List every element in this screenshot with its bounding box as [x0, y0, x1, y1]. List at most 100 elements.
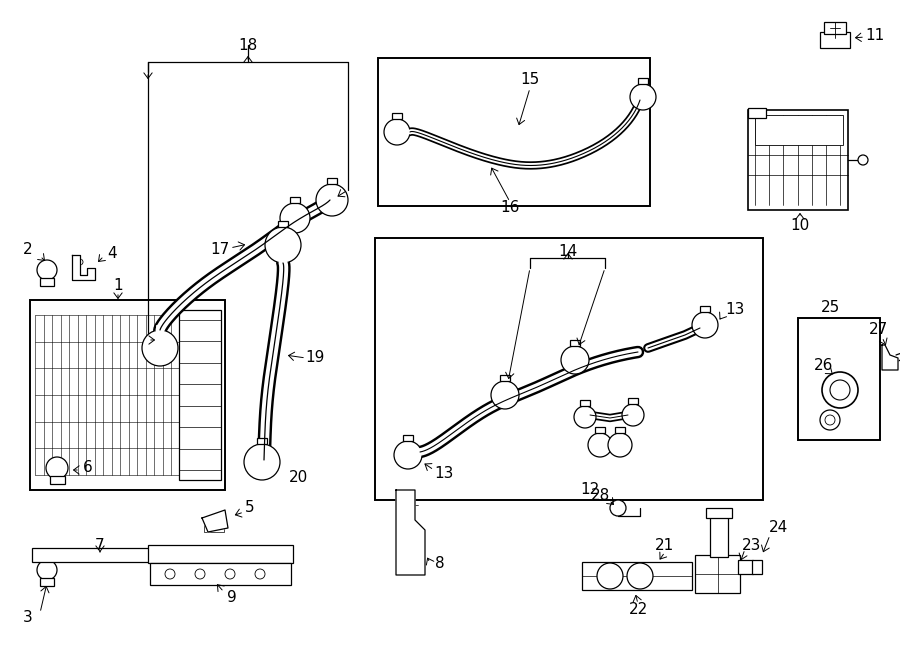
Text: 11: 11 [866, 28, 885, 42]
Text: 13: 13 [435, 465, 454, 481]
Bar [580, 400, 590, 406]
Text: 12: 12 [580, 483, 599, 498]
Circle shape [316, 184, 348, 216]
Circle shape [597, 563, 623, 589]
Bar [150, 563, 291, 585]
Bar [748, 108, 766, 118]
Text: 6: 6 [83, 461, 93, 475]
Circle shape [394, 441, 422, 469]
Bar [40, 278, 54, 286]
Text: 16: 16 [500, 200, 519, 215]
Bar [570, 340, 580, 346]
Bar [738, 560, 753, 574]
Text: 23: 23 [742, 537, 761, 553]
Text: 13: 13 [725, 303, 744, 317]
Text: 1: 1 [113, 278, 122, 293]
Text: 14: 14 [558, 245, 578, 260]
Circle shape [195, 569, 205, 579]
Bar [155, 324, 165, 330]
Circle shape [37, 260, 57, 280]
Bar [638, 78, 648, 84]
Bar [179, 310, 221, 480]
Circle shape [384, 119, 410, 145]
Bar [30, 300, 225, 490]
Circle shape [588, 433, 612, 457]
Circle shape [46, 457, 68, 479]
Circle shape [280, 203, 310, 233]
Bar [148, 545, 293, 563]
Bar [327, 178, 337, 184]
Circle shape [610, 500, 626, 516]
Polygon shape [72, 255, 95, 280]
Bar [595, 427, 605, 433]
Bar [820, 32, 850, 48]
Bar [824, 22, 846, 34]
Text: 5: 5 [245, 500, 255, 516]
Bar [695, 555, 740, 593]
Bar [798, 318, 880, 440]
Bar [403, 435, 413, 441]
Text: 26: 26 [814, 358, 833, 373]
Text: 24: 24 [769, 520, 788, 535]
Circle shape [255, 569, 265, 579]
Circle shape [820, 410, 840, 430]
Circle shape [825, 415, 835, 425]
Bar [40, 578, 54, 586]
Text: 8: 8 [436, 555, 445, 570]
Text: 25: 25 [821, 301, 840, 315]
Bar [378, 58, 650, 206]
Bar [755, 115, 843, 145]
Text: 7: 7 [95, 537, 104, 553]
Bar [615, 427, 625, 433]
Circle shape [491, 381, 519, 409]
Circle shape [622, 404, 644, 426]
Circle shape [77, 259, 83, 265]
Circle shape [165, 569, 175, 579]
Text: 3: 3 [23, 611, 33, 625]
Circle shape [561, 346, 589, 374]
Bar [204, 518, 224, 532]
Polygon shape [202, 510, 228, 532]
Text: 28: 28 [590, 488, 609, 502]
Bar [375, 238, 763, 500]
Bar [700, 306, 710, 312]
Circle shape [265, 227, 301, 263]
Circle shape [627, 563, 653, 589]
Circle shape [142, 330, 178, 366]
Circle shape [858, 155, 868, 165]
Bar [500, 375, 510, 381]
Circle shape [692, 312, 718, 338]
Circle shape [822, 372, 858, 408]
Bar [392, 113, 402, 119]
Text: 4: 4 [107, 245, 117, 260]
Bar [278, 221, 288, 227]
Polygon shape [882, 345, 898, 370]
Text: 9: 9 [227, 590, 237, 605]
Circle shape [244, 444, 280, 480]
Bar [628, 398, 638, 404]
Text: 20: 20 [288, 471, 308, 485]
Bar [582, 562, 692, 590]
Text: 17: 17 [211, 243, 230, 258]
Text: 27: 27 [868, 323, 887, 338]
Bar [290, 197, 300, 203]
Polygon shape [396, 490, 425, 575]
Circle shape [225, 569, 235, 579]
Text: 15: 15 [520, 73, 540, 87]
Bar [257, 438, 267, 444]
Text: 18: 18 [238, 38, 257, 52]
Text: 19: 19 [305, 350, 325, 366]
Text: 21: 21 [655, 537, 675, 553]
Bar [748, 110, 848, 210]
Circle shape [630, 84, 656, 110]
Bar [32, 548, 207, 562]
Bar [752, 560, 762, 574]
Text: 2: 2 [23, 243, 32, 258]
Circle shape [608, 433, 632, 457]
Bar [50, 476, 65, 484]
Circle shape [574, 406, 596, 428]
Circle shape [830, 380, 850, 400]
Text: 22: 22 [628, 602, 648, 617]
Circle shape [37, 560, 57, 580]
Text: 10: 10 [790, 217, 810, 233]
